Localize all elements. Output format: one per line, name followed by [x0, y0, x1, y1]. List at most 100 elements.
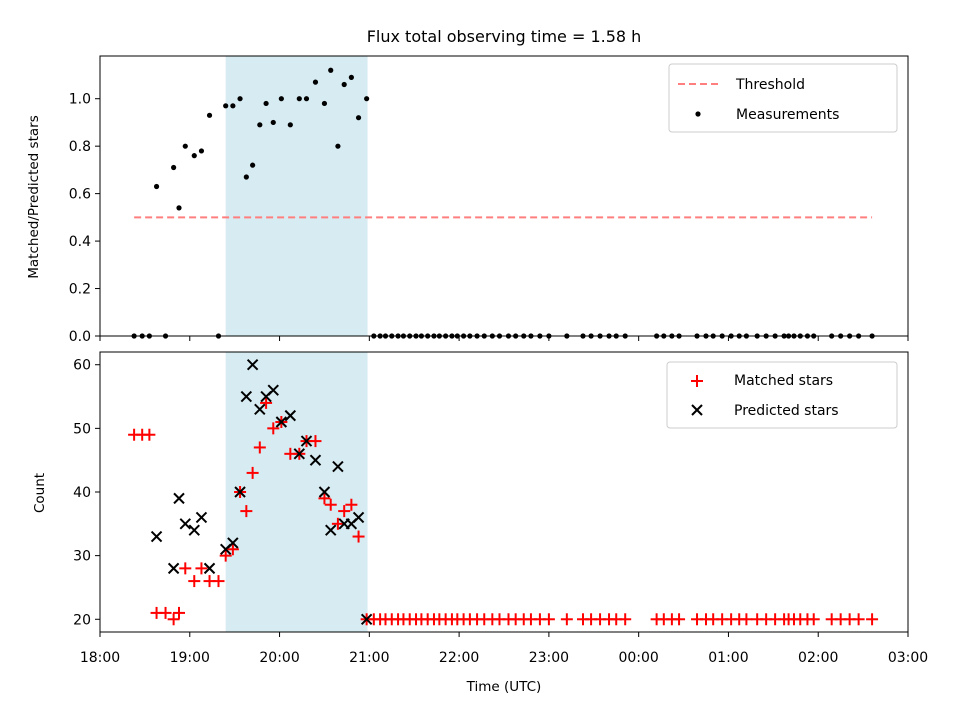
x-tick-label: 00:00	[618, 650, 658, 666]
predicted-star-point	[203, 562, 216, 575]
measurement-point	[171, 164, 177, 171]
top-y-tick-label: 0.4	[69, 234, 91, 250]
measurement-point	[153, 183, 160, 190]
bottom-observing-span	[225, 352, 368, 632]
predicted-star-point	[188, 524, 200, 536]
measurement-point	[270, 119, 276, 126]
legend-matched-label: Matched stars	[734, 373, 833, 389]
matched-star-point	[260, 396, 273, 409]
measurement-point	[176, 205, 182, 211]
measurement-point	[328, 67, 334, 73]
matched-star-point	[246, 466, 259, 479]
matched-star-point	[338, 505, 351, 518]
measurement-point	[182, 143, 188, 149]
x-tick-label: 03:00	[888, 650, 928, 666]
predicted-star-point	[284, 409, 297, 422]
predicted-star-point	[318, 486, 331, 498]
measurement-point	[321, 100, 328, 107]
measurement-point	[206, 112, 213, 118]
top-chart-title: Flux total observing time = 1.58 h	[367, 27, 642, 46]
matched-star-point	[619, 613, 632, 626]
measurement-point	[364, 96, 370, 102]
measurement-point	[341, 81, 347, 88]
predicted-star-point	[240, 390, 253, 403]
matched-star-point	[673, 613, 686, 626]
top-y-tick-label: 0.0	[69, 329, 91, 345]
top-y-tick-label: 0.2	[69, 282, 91, 298]
matched-star-point	[212, 575, 225, 588]
matched-star-point	[143, 428, 156, 441]
measurement-point	[223, 103, 229, 109]
predicted-star-point	[234, 486, 246, 498]
bottom-y-tick-label: 60	[73, 358, 91, 374]
matched-star-point	[807, 613, 820, 626]
x-tick-label: 19:00	[170, 650, 210, 666]
matched-star-point	[173, 606, 186, 619]
predicted-star-point	[195, 511, 208, 524]
x-tick-label: 20:00	[259, 650, 299, 666]
predicted-star-point	[300, 435, 313, 447]
bottom-legend-frame	[666, 361, 898, 429]
matched-star-point	[740, 613, 753, 626]
measurement-point	[230, 103, 236, 109]
predicted-star-point	[267, 384, 279, 396]
matched-star-point	[195, 562, 208, 575]
matched-star-point	[852, 613, 865, 626]
top-plot-frame	[99, 55, 909, 337]
legend-matched-swatch	[691, 375, 703, 387]
predicted-star-point	[167, 562, 180, 575]
x-tick-label: 23:00	[529, 650, 569, 666]
top-legend: Threshold Measurements	[668, 63, 898, 133]
matched-star-point	[267, 422, 280, 435]
top-observing-span	[225, 56, 368, 336]
legend-predicted-label: Predicted stars	[734, 403, 839, 419]
x-tick-label: 18:00	[80, 650, 120, 666]
matched-star-point	[188, 575, 201, 588]
measurement-point	[243, 174, 249, 180]
x-tick-label: 01:00	[708, 650, 748, 666]
predicted-star-point	[173, 492, 185, 505]
measurement-point	[303, 96, 310, 102]
predicted-star-point	[275, 416, 288, 428]
measurement-point	[287, 122, 293, 128]
matched-star-point	[331, 517, 344, 530]
bottom-y-tick-label: 30	[73, 549, 91, 565]
legend-measurements-swatch	[695, 111, 701, 117]
bottom-y-axis-label: Count	[32, 473, 48, 513]
measurement-point	[198, 148, 205, 154]
predicted-star-point	[150, 530, 163, 543]
measurement-point	[348, 74, 354, 80]
legend-threshold-label: Threshold	[735, 77, 805, 93]
measurement-point	[250, 162, 256, 168]
bottom-y-tick-label: 20	[73, 612, 91, 628]
predicted-star-point	[352, 511, 365, 524]
predicted-star-point	[325, 524, 337, 536]
measurement-point	[312, 79, 319, 85]
x-axis-label: Time (UTC)	[466, 679, 542, 695]
predicted-star-point	[309, 454, 322, 466]
top-legend-frame	[668, 63, 898, 133]
bottom-y-tick-label: 40	[73, 485, 91, 501]
x-tick-label: 21:00	[349, 650, 389, 666]
top-y-tick-label: 0.6	[69, 187, 91, 203]
predicted-star-point	[332, 460, 344, 473]
measurement-point	[355, 115, 362, 121]
measurement-point	[191, 153, 197, 159]
x-tick-label: 02:00	[798, 650, 838, 666]
matched-star-point	[560, 613, 573, 626]
matched-star-point	[352, 530, 365, 543]
matched-star-point	[324, 498, 337, 511]
top-y-axis-label: Matched/Predicted stars	[26, 115, 42, 278]
predicted-star-point	[293, 448, 306, 460]
predicted-star-point	[246, 359, 259, 371]
measurement-point	[263, 100, 269, 107]
measurement-point	[296, 96, 302, 102]
bottom-y-tick-label: 50	[73, 421, 91, 437]
matched-star-point	[345, 498, 358, 511]
matched-star-point	[240, 505, 253, 518]
predicted-star-point	[179, 518, 191, 530]
matched-star-point	[542, 613, 555, 626]
matched-star-point	[219, 549, 232, 562]
matched-star-point	[866, 613, 879, 626]
